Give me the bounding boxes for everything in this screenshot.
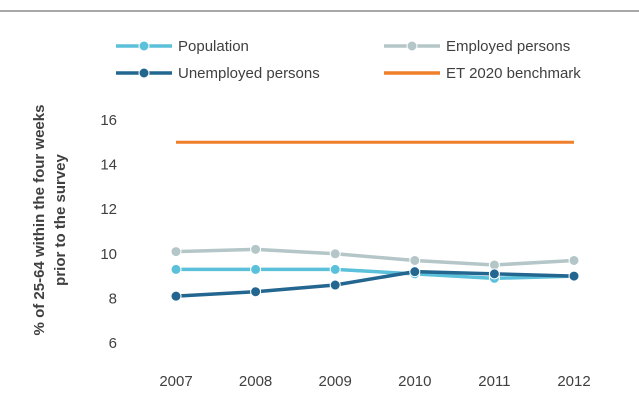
data-point: [250, 243, 262, 255]
legend-swatch-marker: [406, 40, 418, 52]
legend-item: Unemployed persons: [116, 65, 320, 82]
legend-label: ET 2020 benchmark: [446, 65, 581, 82]
legend-swatch-marker: [138, 40, 150, 52]
series-line: [175, 247, 575, 267]
y-axis-label-line: % of 25-64 within the four weeks: [31, 105, 48, 336]
series-group: [170, 140, 580, 302]
data-point: [250, 263, 262, 275]
data-point: [329, 279, 341, 291]
data-point: [170, 290, 182, 302]
data-point: [170, 246, 182, 258]
legend-swatch-marker: [138, 67, 150, 79]
data-point: [250, 286, 262, 298]
series-employed-persons: [170, 243, 580, 271]
x-tick-label: 2010: [398, 373, 431, 390]
series-line: [176, 267, 575, 281]
x-tick-label: 2009: [319, 373, 352, 390]
x-tick-label: 2007: [159, 373, 192, 390]
legend-item: ET 2020 benchmark: [384, 65, 581, 82]
y-tick-label: 14: [100, 157, 117, 174]
legend: Population Employed persons Unemployed per…: [116, 38, 581, 82]
data-point: [409, 254, 421, 266]
y-tick-label: 6: [109, 335, 117, 352]
data-point: [170, 263, 182, 275]
legend-label: Employed persons: [446, 38, 570, 55]
data-point: [329, 248, 341, 260]
data-point: [568, 270, 580, 282]
y-tick-label: 10: [100, 246, 117, 263]
legend-label: Unemployed persons: [178, 65, 320, 82]
data-point: [488, 268, 500, 280]
y-tick-label: 8: [109, 290, 117, 307]
x-tick-label: 2011: [478, 373, 510, 390]
data-point: [568, 254, 580, 266]
series-unemployed-persons: [170, 266, 580, 302]
legend-item: Population: [116, 38, 249, 55]
x-axis-ticks: 2007 2008 2009 2010 2011 2012: [159, 373, 590, 390]
y-tick-label: 16: [100, 112, 117, 129]
data-point: [409, 266, 421, 278]
y-axis-label-line: prior to the survey: [52, 153, 69, 285]
legend-label: Population: [178, 38, 249, 55]
y-tick-label: 12: [100, 201, 117, 218]
y-axis-label: % of 25-64 within the four weeks prior to…: [31, 105, 69, 336]
series-line: [175, 269, 575, 298]
data-point: [329, 263, 341, 275]
y-axis-ticks: 6 8 10 12 14 16: [100, 112, 117, 352]
x-tick-label: 2012: [557, 373, 590, 390]
legend-item: Employed persons: [384, 38, 570, 55]
plot-area: [130, 114, 620, 351]
x-tick-label: 2008: [239, 373, 272, 390]
